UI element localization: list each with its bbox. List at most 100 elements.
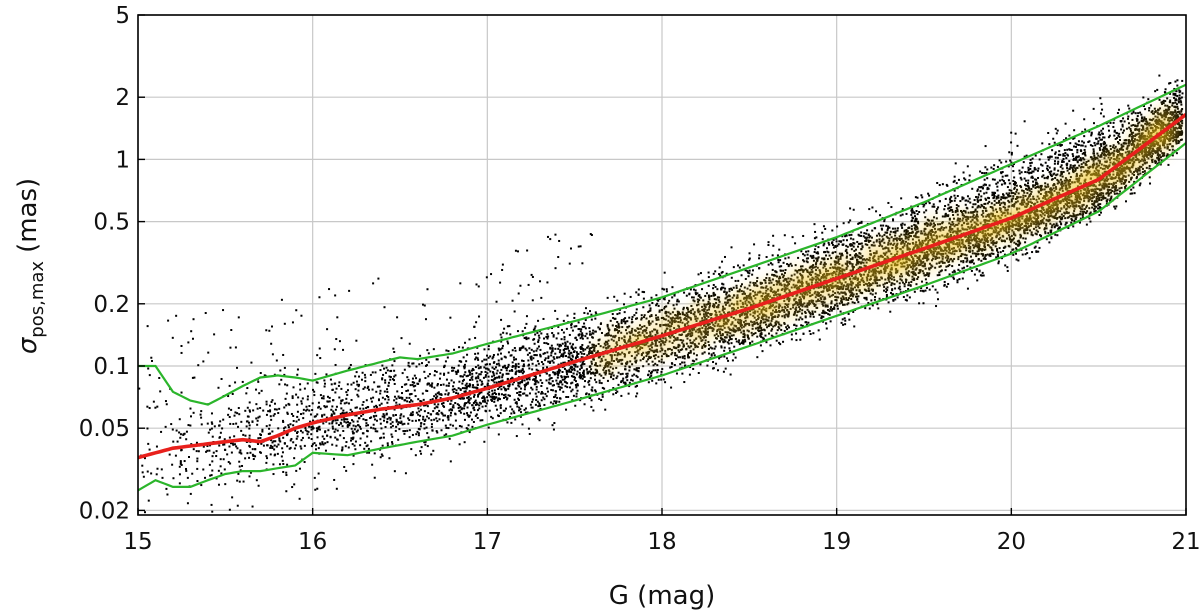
scatter-point	[185, 469, 188, 472]
scatter-point	[620, 320, 623, 323]
scatter-point	[971, 249, 974, 252]
scatter-point	[522, 365, 525, 368]
scatter-point	[622, 320, 625, 323]
scatter-point	[934, 255, 937, 258]
scatter-point	[885, 295, 888, 298]
scatter-point	[539, 379, 542, 382]
scatter-point	[950, 195, 953, 198]
scatter-point	[766, 326, 769, 329]
scatter-point	[896, 227, 899, 230]
scatter-point	[583, 322, 586, 325]
scatter-point	[387, 396, 390, 399]
scatter-point	[515, 435, 518, 438]
scatter-point	[313, 415, 316, 418]
scatter-point	[1003, 253, 1006, 256]
scatter-point	[907, 284, 910, 287]
scatter-point	[805, 257, 808, 260]
scatter-point	[1154, 161, 1157, 164]
scatter-point	[1126, 145, 1129, 148]
scatter-point	[1180, 133, 1183, 136]
scatter-point	[1165, 124, 1168, 127]
scatter-point	[364, 441, 367, 444]
scatter-point	[409, 414, 412, 417]
scatter-point	[889, 230, 892, 233]
scatter-point	[945, 265, 948, 268]
scatter-point	[575, 392, 578, 395]
scatter-point	[816, 251, 819, 254]
scatter-point	[596, 350, 599, 353]
scatter-point	[352, 381, 355, 384]
scatter-point	[296, 410, 299, 413]
scatter-point	[385, 412, 388, 415]
scatter-point	[1072, 159, 1075, 162]
scatter-point	[1056, 162, 1059, 165]
scatter-point	[1091, 206, 1094, 209]
scatter-point	[408, 365, 411, 368]
scatter-point	[588, 333, 591, 336]
scatter-point	[557, 383, 560, 386]
scatter-point	[354, 388, 357, 391]
scatter-point	[590, 388, 593, 391]
scatter-point	[960, 260, 963, 263]
scatter-point	[323, 385, 326, 388]
scatter-point	[1042, 217, 1045, 220]
scatter-point	[724, 336, 727, 339]
scatter-point	[584, 348, 587, 351]
scatter-point	[1100, 145, 1103, 148]
scatter-point	[1178, 133, 1181, 136]
scatter-point	[272, 463, 275, 466]
scatter-point	[732, 353, 735, 356]
scatter-point	[400, 421, 403, 424]
scatter-point	[455, 389, 458, 392]
scatter-point	[296, 403, 299, 406]
scatter-point	[178, 482, 181, 485]
scatter-point	[1035, 178, 1038, 181]
scatter-point	[273, 408, 276, 411]
scatter-point	[712, 352, 715, 355]
scatter-point	[1175, 142, 1178, 145]
scatter-point	[1035, 233, 1038, 236]
scatter-point	[408, 419, 411, 422]
scatter-point	[559, 380, 562, 383]
scatter-point	[500, 368, 503, 371]
scatter-point	[228, 445, 231, 448]
scatter-point	[924, 278, 927, 281]
scatter-point	[891, 293, 894, 296]
scatter-point	[382, 432, 385, 435]
scatter-point	[558, 388, 561, 391]
scatter-point	[1053, 183, 1056, 186]
scatter-point	[953, 194, 956, 197]
scatter-point	[566, 340, 569, 343]
scatter-point	[461, 387, 464, 390]
scatter-point	[458, 380, 461, 383]
scatter-point	[1082, 161, 1085, 164]
scatter-point	[1062, 157, 1065, 160]
scatter-point	[770, 319, 773, 322]
scatter-point	[1090, 132, 1093, 135]
scatter-point	[575, 395, 578, 398]
scatter-point	[268, 427, 271, 430]
scatter-point	[1141, 120, 1144, 123]
scatter-point	[468, 431, 471, 434]
scatter-point	[892, 239, 895, 242]
scatter-point	[1022, 237, 1025, 240]
scatter-point	[314, 415, 317, 418]
scatter-point	[308, 405, 311, 408]
scatter-point	[588, 341, 591, 344]
scatter-point	[562, 352, 565, 355]
scatter-point	[275, 445, 278, 448]
scatter-point	[572, 394, 575, 397]
scatter-point	[451, 388, 454, 391]
scatter-point	[836, 225, 839, 228]
scatter-point	[319, 442, 322, 445]
scatter-point	[669, 366, 672, 369]
scatter-point	[984, 166, 987, 169]
scatter-point	[493, 367, 496, 370]
scatter-point	[864, 236, 867, 239]
scatter-point	[863, 288, 866, 291]
scatter-point	[1025, 154, 1028, 157]
scatter-point	[393, 369, 396, 372]
scatter-point	[744, 277, 747, 280]
scatter-point	[684, 365, 687, 368]
